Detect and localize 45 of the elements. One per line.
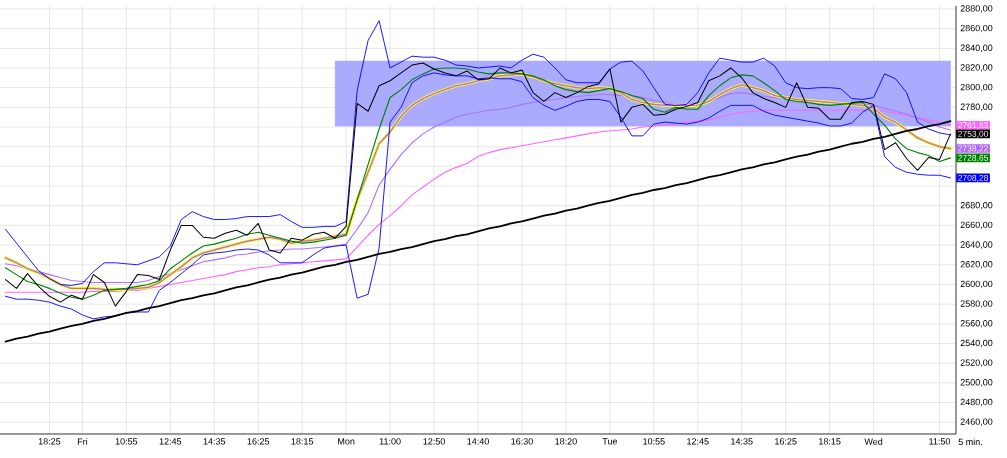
y-tick-label: 2680,00 [960, 202, 993, 210]
data-label: 2708,28 [958, 174, 989, 182]
y-tick-label: 2640,00 [960, 241, 993, 249]
x-tick-label: 18:15 [819, 438, 841, 445]
x-tick-label: 16:30 [511, 438, 533, 445]
x-tick-label: 12:45 [687, 438, 709, 445]
x-tick-label: 14:40 [467, 438, 489, 445]
y-tick-label: 2500,00 [960, 379, 993, 387]
x-tick-label: 18:25 [38, 438, 61, 445]
y-tick-label: 2820,00 [960, 64, 993, 72]
x-tick-label: 18:15 [291, 438, 314, 445]
data-label: 2738,22 [958, 145, 988, 153]
x-tick-label: Wed [864, 438, 883, 445]
data-label: 2761,83 [958, 122, 989, 130]
x-tick-label: 11:50 [929, 438, 951, 445]
y-tick-label: 2600,00 [960, 280, 993, 289]
x-tick-label: 10:55 [643, 438, 665, 445]
x-tick-label: 16:25 [247, 438, 270, 445]
y-tick-label: 2460,00 [960, 418, 993, 426]
y-tick-label: 2880,00 [960, 5, 993, 13]
data-label: 2753,00 [958, 130, 989, 138]
y-tick-label: 2560,00 [960, 320, 993, 328]
y-tick-label: 2620,00 [960, 261, 993, 269]
y-tick-label: 2800,00 [960, 83, 993, 92]
x-axis-title: 5 min. [958, 438, 982, 446]
x-tick-label: 16:25 [775, 438, 797, 445]
y-tick-label: 2540,00 [960, 339, 993, 348]
y-tick-label: 2520,00 [960, 359, 993, 367]
x-tick-label: 10:55 [115, 438, 138, 445]
y-tick-label: 2780,00 [960, 103, 993, 112]
x-tick-label: 11:00 [379, 438, 401, 445]
y-tick-label: 2840,00 [960, 44, 993, 53]
y-tick-label: 2860,00 [960, 24, 993, 33]
x-tick-label: Fri [77, 438, 88, 445]
x-tick-label: 14:35 [731, 438, 753, 445]
x-tick-label: 12:50 [423, 438, 445, 445]
x-tick-label: Tue [602, 438, 618, 445]
x-tick-label: Mon [338, 438, 355, 445]
data-label: 2728,65 [958, 154, 989, 162]
x-tick-label: 12:45 [159, 438, 182, 445]
y-tick-label: 2580,00 [960, 300, 993, 308]
x-tick-label: 18:20 [555, 438, 577, 445]
y-tick-label: 2480,00 [960, 398, 993, 407]
y-tick-label: 2660,00 [960, 221, 993, 230]
x-tick-label: 14:35 [203, 438, 226, 445]
